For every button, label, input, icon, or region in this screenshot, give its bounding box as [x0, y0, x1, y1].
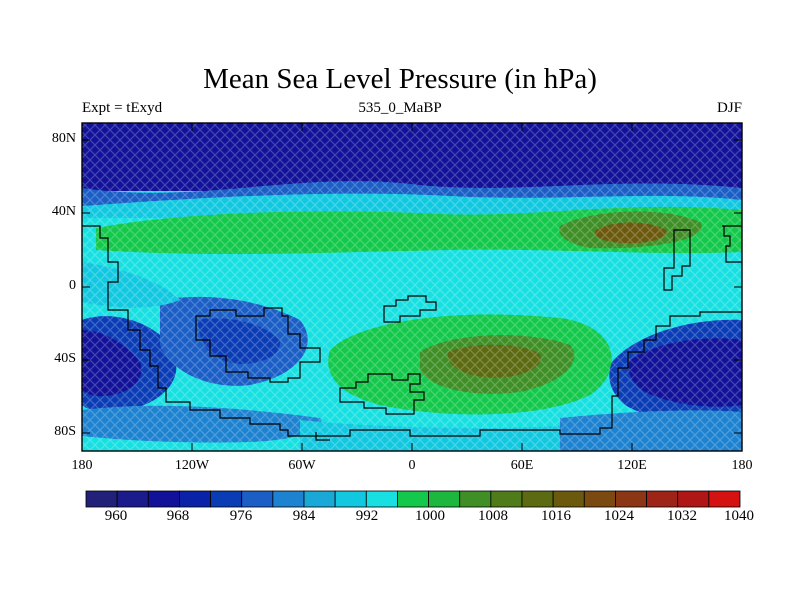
lat-label-80s: 80S	[54, 424, 76, 439]
lon-label-180e: 180	[731, 458, 753, 473]
colorbar-swatch	[397, 490, 429, 508]
colorbar-label: 1040	[724, 508, 754, 524]
colorbar-swatch	[179, 490, 211, 508]
lat-label-40n: 40N	[51, 204, 76, 219]
time-label: 535_0_MaBP	[358, 100, 442, 116]
colorbar-swatch	[303, 490, 336, 508]
colorbar-label: 1024	[604, 508, 634, 524]
colorbar-swatch	[615, 490, 647, 508]
colorbar-swatch	[428, 490, 461, 508]
lon-label-60w: 60W	[288, 458, 316, 473]
colorbar-label: 1016	[541, 508, 571, 524]
colorbar-swatch	[583, 490, 616, 508]
lon-label-180w: 180	[71, 458, 93, 473]
colorbar-swatch	[708, 490, 741, 508]
colorbar-swatch	[459, 490, 492, 508]
lon-label-120e: 120E	[617, 458, 647, 473]
colorbar-label: 960	[104, 508, 128, 524]
lon-label-60e: 60E	[510, 458, 534, 473]
colorbar-label: 1000	[415, 508, 445, 524]
coastlines	[82, 225, 742, 441]
colorbar-swatch	[210, 490, 243, 508]
colorbar-swatch	[241, 490, 274, 508]
colorbar	[85, 490, 741, 508]
axis-ticks	[82, 123, 742, 451]
colorbar-swatch	[677, 490, 710, 508]
colorbar-swatch	[272, 490, 305, 508]
pressure-field	[82, 123, 742, 451]
colorbar-swatch	[552, 490, 585, 508]
colorbar-swatch	[646, 490, 679, 508]
lat-label-40s: 40S	[54, 351, 76, 366]
colorbar-swatch	[365, 490, 398, 508]
lon-label-0: 0	[408, 458, 416, 473]
lat-label-80n: 80N	[51, 131, 76, 146]
colorbar-label: 992	[355, 508, 379, 524]
season-label: DJF	[716, 100, 742, 116]
map-title: Mean Sea Level Pressure (in hPa)	[203, 63, 597, 95]
lon-label-120w: 120W	[174, 458, 210, 473]
lat-label-0: 0	[69, 278, 76, 293]
colorbar-swatch	[147, 490, 180, 508]
colorbar-swatch	[521, 490, 554, 508]
colorbar-swatch	[85, 490, 118, 508]
colorbar-label: 1008	[478, 508, 508, 524]
colorbar-swatch	[334, 490, 367, 508]
experiment-label: Expt = tExyd	[82, 100, 163, 116]
colorbar-label: 1032	[667, 508, 697, 524]
colorbar-swatch	[490, 490, 523, 508]
colorbar-swatch	[116, 490, 149, 508]
colorbar-label: 984	[292, 508, 316, 524]
colorbar-label: 968	[166, 508, 190, 524]
colorbar-label: 976	[229, 508, 253, 524]
